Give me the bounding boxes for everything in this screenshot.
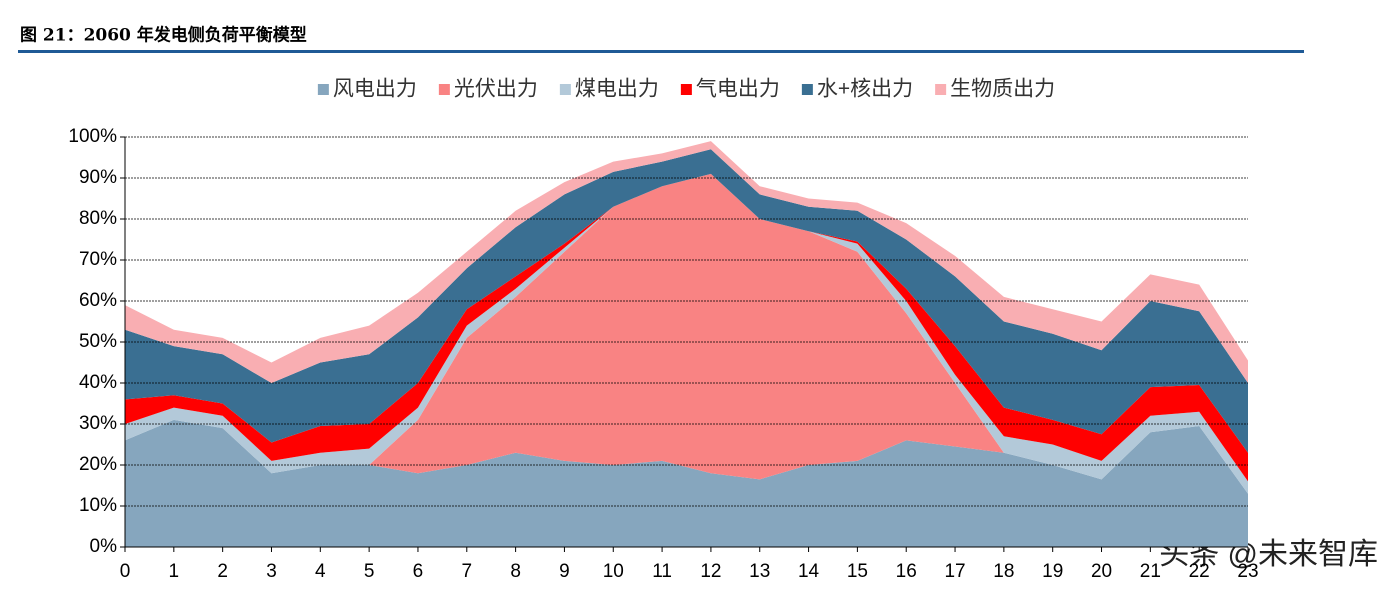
x-tick-label: 1 xyxy=(169,561,180,582)
y-tick-label: 90% xyxy=(79,167,117,188)
legend-label: 风电出力 xyxy=(333,78,417,101)
x-tick-label: 3 xyxy=(266,561,277,582)
x-tick-label: 4 xyxy=(315,561,326,582)
legend-swatch xyxy=(935,84,947,95)
legend-swatch xyxy=(559,84,571,95)
area xyxy=(125,141,1248,383)
x-tick-label: 2 xyxy=(217,561,228,582)
x-tick-label: 10 xyxy=(603,561,624,582)
y-tick-label: 70% xyxy=(79,249,117,270)
y-tick-label: 80% xyxy=(79,208,117,229)
legend-label: 水+核出力 xyxy=(817,78,913,101)
x-tick-label: 12 xyxy=(700,561,721,582)
area xyxy=(125,149,1248,453)
area xyxy=(125,173,1248,494)
y-tick-label: 100% xyxy=(68,126,117,147)
x-tick-label: 23 xyxy=(1237,561,1258,582)
y-tick-label: 50% xyxy=(79,331,117,352)
areas xyxy=(125,141,1248,547)
y-tick-label: 10% xyxy=(79,495,117,516)
y-tick-label: 60% xyxy=(79,290,117,311)
x-tick-label: 15 xyxy=(847,561,868,582)
x-tick-label: 8 xyxy=(510,561,521,582)
x-tick-label: 6 xyxy=(413,561,424,582)
area xyxy=(125,419,1248,547)
y-tick-label: 0% xyxy=(90,536,118,557)
x-tick-label: 0 xyxy=(120,561,131,582)
chart-title: 图 21：2060 年发电侧负荷平衡模型 xyxy=(20,25,307,46)
y-tick-label: 20% xyxy=(79,454,117,475)
x-tick-label: 18 xyxy=(993,561,1014,582)
area xyxy=(125,173,1248,482)
title-rule xyxy=(18,50,1304,53)
x-tick-label: 21 xyxy=(1140,561,1161,582)
x-tick-label: 19 xyxy=(1042,561,1063,582)
x-tick-label: 9 xyxy=(559,561,570,582)
y-tick-label: 40% xyxy=(79,372,117,393)
x-tick-label: 13 xyxy=(749,561,770,582)
legend-label: 光伏出力 xyxy=(454,78,538,101)
x-tick-label: 20 xyxy=(1091,561,1112,582)
x-tick-label: 22 xyxy=(1189,561,1210,582)
legend-label: 煤电出力 xyxy=(575,78,659,101)
legend-swatch xyxy=(801,84,813,95)
x-tick-label: 7 xyxy=(461,561,472,582)
x-tick-label: 14 xyxy=(798,561,820,582)
legend-swatch xyxy=(438,84,450,95)
x-tick-label: 11 xyxy=(652,561,672,582)
legend-swatch xyxy=(680,84,692,95)
y-tick-label: 30% xyxy=(79,413,117,434)
x-tick-label: 16 xyxy=(896,561,917,582)
legend-label: 生物质出力 xyxy=(950,78,1055,101)
legend: 风电出力 光伏出力 煤电出力 气电出力 水+核出力 生物质出力 xyxy=(317,78,1055,101)
x-tick-label: 5 xyxy=(364,561,375,582)
x-tick-label: 17 xyxy=(944,561,965,582)
legend-label: 气电出力 xyxy=(696,78,780,101)
legend-swatch xyxy=(317,84,329,95)
grid xyxy=(125,136,1248,507)
